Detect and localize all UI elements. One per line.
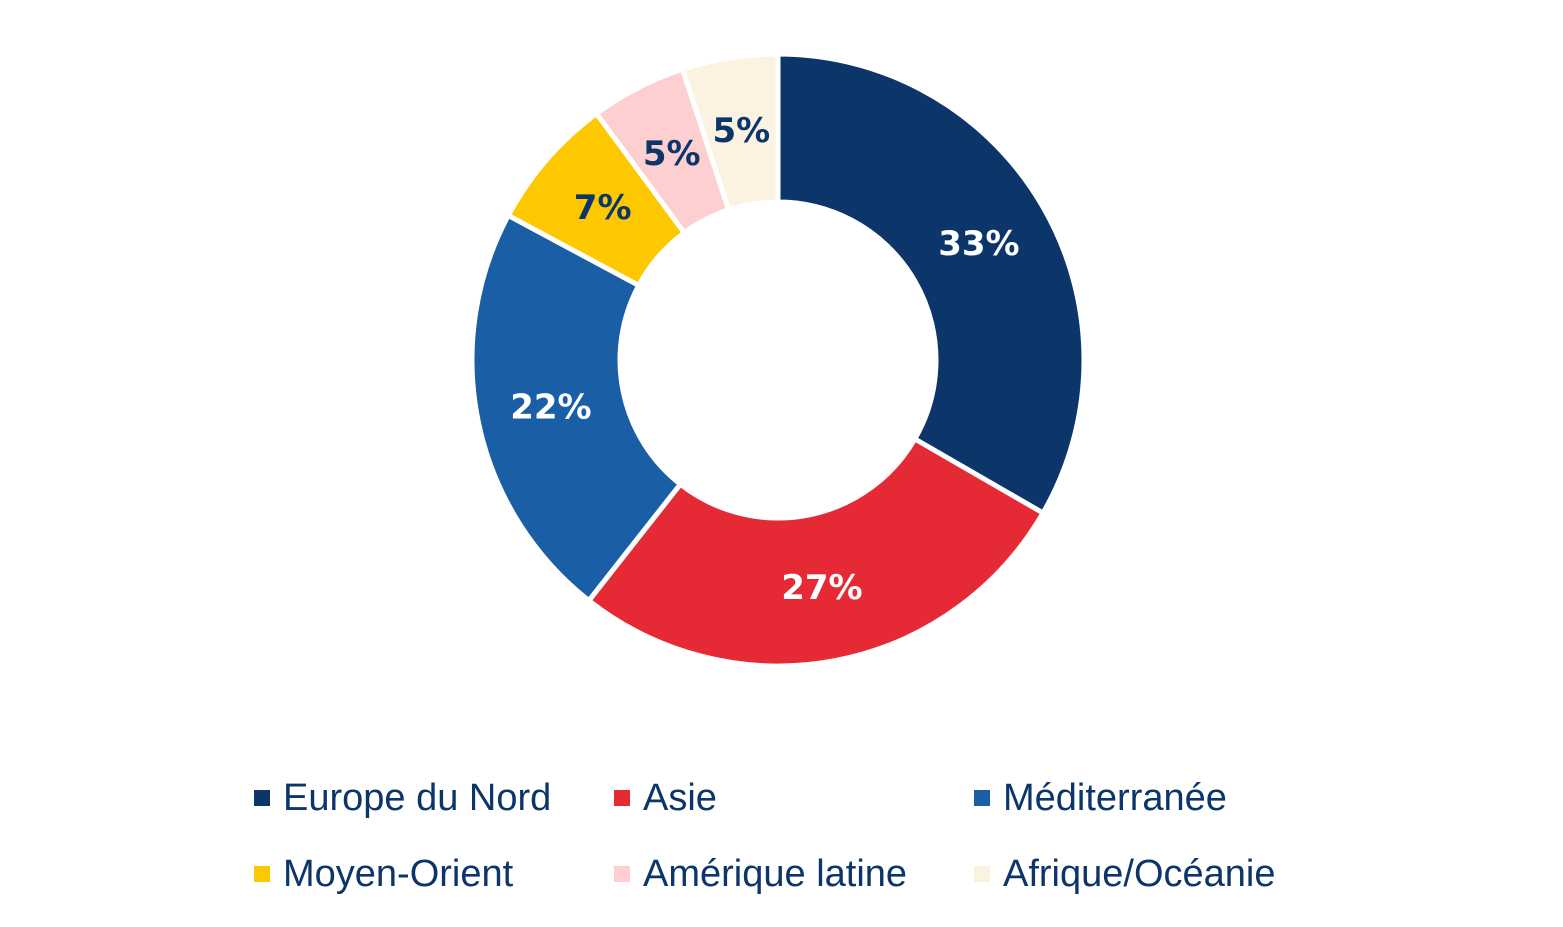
slice-label-2: 22% [510,388,591,428]
legend-item-amerique-latine: Amérique latine [614,852,974,895]
legend: Europe du Nord Asie Méditerranée Moyen-O… [254,776,1354,895]
legend-item-mediterranee: Méditerranée [974,776,1354,819]
slice-0 [775,51,1087,516]
slice-5 [680,51,781,213]
legend-swatch [614,790,630,806]
legend-item-moyen-orient: Moyen-Orient [254,852,614,895]
donut-slices [469,51,1087,669]
legend-label: Méditerranée [1003,776,1227,819]
legend-swatch [974,866,990,882]
slice-2 [469,212,683,604]
slice-label-4: 5% [643,134,701,174]
legend-item-afrique-oceanie: Afrique/Océanie [974,852,1354,895]
slice-label-3: 7% [574,188,632,228]
legend-swatch [614,866,630,882]
slice-label-1: 27% [781,568,862,608]
slice-1 [586,436,1046,669]
legend-item-asie: Asie [614,776,974,819]
legend-swatch [974,790,990,806]
legend-label: Europe du Nord [283,776,552,819]
legend-label: Afrique/Océanie [1003,852,1276,895]
slice-label-5: 5% [712,111,770,151]
legend-label: Moyen-Orient [283,852,514,895]
legend-swatch [254,790,270,806]
legend-label: Amérique latine [643,852,908,895]
legend-label: Asie [643,776,717,819]
legend-swatch [254,866,270,882]
slice-label-0: 33% [938,224,1019,264]
slice-labels: 33% 27% 22% 7% 5% 5% [510,111,1019,608]
legend-item-europe-du-nord: Europe du Nord [254,776,614,819]
